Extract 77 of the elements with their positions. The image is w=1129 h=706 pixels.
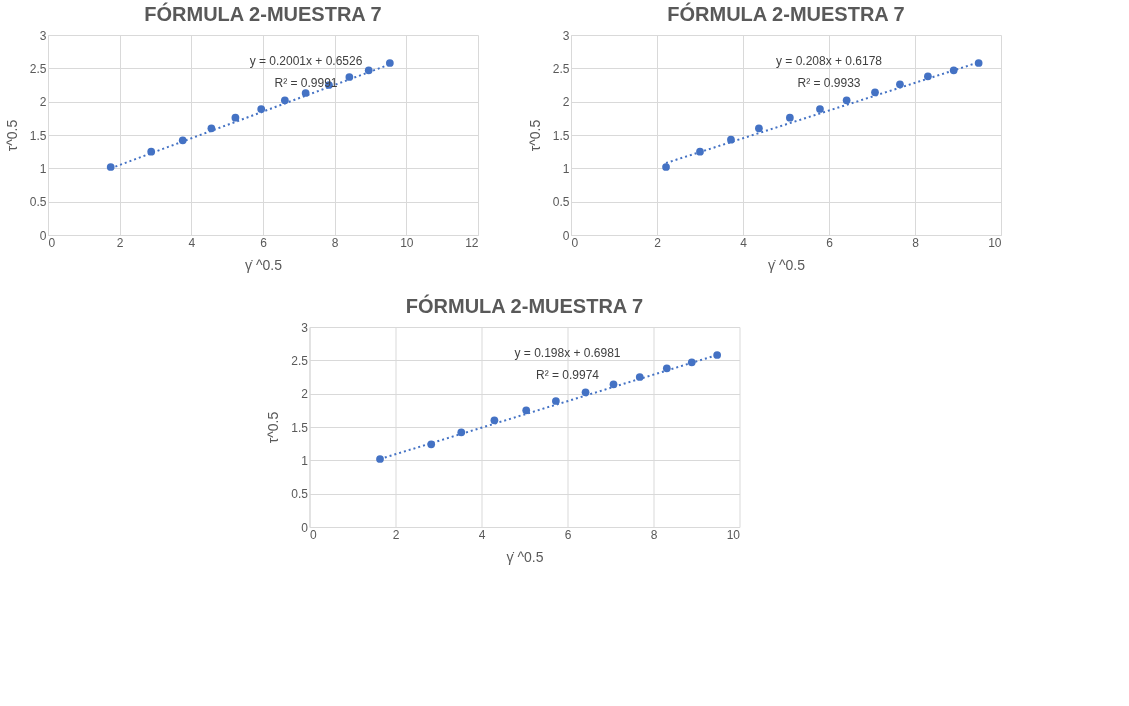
- chart-title: FÓRMULA 2-MUESTRA 7: [144, 2, 382, 25]
- x-tick-label: 10: [988, 235, 1002, 250]
- point: [490, 416, 499, 425]
- y-tick-label: 1.5: [552, 128, 570, 143]
- y-tick-label: 0.5: [552, 195, 570, 210]
- y-tick-label: 2.5: [29, 61, 47, 76]
- y-tick-label: 3: [301, 320, 309, 335]
- annotation: R² = 0.9974: [535, 368, 600, 382]
- y-axis-title: τ^0.5: [526, 119, 543, 152]
- annotation: R² = 0.9933: [797, 76, 861, 90]
- point: [727, 135, 735, 144]
- y-tick-label: 1: [562, 161, 570, 176]
- x-tick-label: 8: [912, 235, 920, 250]
- point: [364, 66, 373, 75]
- x-tick-label: 4: [478, 527, 486, 542]
- annotation: y = 0.208x + 0.6178: [775, 54, 883, 68]
- point: [662, 364, 671, 373]
- y-tick-label: 0.5: [29, 195, 47, 210]
- x-tick-label: 2: [654, 235, 662, 250]
- y-tick-label: 2: [562, 95, 570, 110]
- x-tick-label: 8: [331, 235, 339, 250]
- y-tick-label: 3: [39, 28, 47, 43]
- point: [662, 163, 670, 171]
- y-tick-label: 2: [301, 387, 309, 402]
- point: [385, 59, 394, 67]
- x-axis-title: γ̇ ^0.5: [245, 256, 283, 273]
- point: [786, 113, 794, 122]
- point: [816, 105, 824, 113]
- annotation: R² = 0.9991: [274, 76, 338, 90]
- point: [280, 96, 289, 105]
- point: [755, 124, 763, 133]
- x-tick-label: 10: [400, 235, 414, 250]
- y-tick-label: 2: [39, 95, 47, 110]
- x-tick-label: 2: [392, 527, 400, 542]
- y-tick-label: 2.5: [291, 353, 309, 368]
- y-tick-label: 1: [39, 161, 47, 176]
- x-axis-title: γ̇ ^0.5: [768, 256, 806, 273]
- point: [522, 406, 531, 415]
- chart-title: FÓRMULA 2-MUESTRA 7: [405, 294, 644, 317]
- point: [713, 351, 722, 359]
- chart-title: FÓRMULA 2-MUESTRA 7: [667, 2, 905, 25]
- point: [301, 89, 310, 97]
- point: [974, 59, 983, 67]
- x-tick-label: 10: [726, 527, 741, 542]
- y-tick-label: 1.5: [291, 420, 309, 435]
- point: [552, 397, 560, 405]
- x-tick-label: 6: [564, 527, 572, 542]
- point: [231, 113, 240, 122]
- point: [871, 88, 879, 97]
- annotation: y = 0.2001x + 0.6526: [249, 54, 363, 68]
- point: [106, 163, 115, 171]
- x-tick-label: 6: [260, 235, 268, 250]
- x-tick-label: 2: [116, 235, 124, 250]
- y-axis-title: τ^0.5: [265, 411, 282, 444]
- x-tick-label: 4: [188, 235, 196, 250]
- x-tick-label: 6: [826, 235, 834, 250]
- annotation: y = 0.198x + 0.6981: [514, 346, 621, 360]
- point: [842, 96, 851, 105]
- x-axis-title: γ̇ ^0.5: [506, 548, 544, 565]
- point: [635, 373, 644, 381]
- x-tick-label: 4: [740, 235, 748, 250]
- point: [257, 105, 266, 113]
- point: [687, 358, 696, 367]
- y-tick-label: 2.5: [552, 61, 570, 76]
- y-tick-label: 3: [562, 28, 570, 43]
- x-tick-label: 8: [650, 527, 658, 542]
- point: [896, 80, 904, 89]
- point: [924, 72, 932, 81]
- point: [457, 428, 466, 437]
- point: [949, 66, 958, 75]
- x-tick-label: 12: [465, 235, 479, 250]
- y-tick-label: 1: [301, 453, 309, 468]
- point: [345, 73, 354, 81]
- y-tick-label: 0.5: [291, 487, 309, 502]
- y-tick-label: 1.5: [29, 128, 47, 143]
- y-axis-title: τ^0.5: [3, 119, 20, 152]
- point: [376, 455, 384, 463]
